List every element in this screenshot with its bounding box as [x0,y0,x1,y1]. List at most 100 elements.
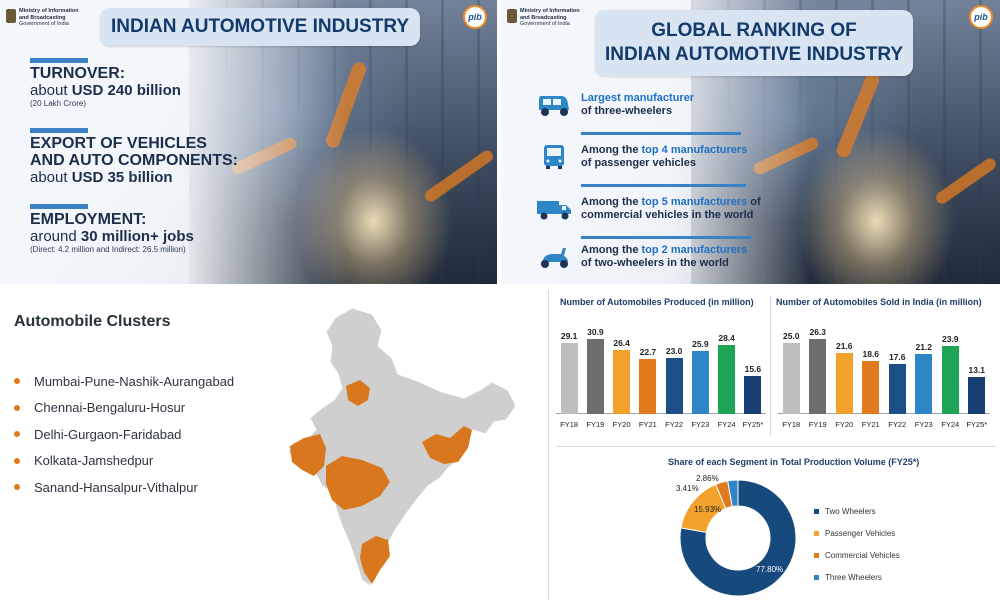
sold-value-label: 21.6 [835,340,853,351]
truck-icon [535,196,573,222]
ranking-detail: of passenger vehicles [581,157,696,169]
list-item: Sanand-Hansalpur-Vithalpur [14,474,234,501]
produced-category-label: FY22 [665,420,684,429]
produced-value-label: 23.0 [665,345,683,356]
india-map [287,307,517,587]
turnover-infographic-panel: Ministry of Information and Broadcasting… [0,0,497,284]
legend-item: Two Wheelers [814,500,900,522]
global-ranking-panel: Ministry of Information and Broadcasting… [501,0,1000,284]
produced-bar-fy18 [560,343,578,414]
sold-value-label: 26.3 [809,327,827,338]
donut-slice-two-wheelers [679,479,797,597]
sold-value-label: 25.0 [782,331,800,342]
slice-label-two-wheelers: 77.80% [756,565,784,574]
ranking-highlight: top 2 manufacturers [641,244,748,256]
legend-item: Three Wheelers [814,566,900,588]
sold-bar-fy20 [835,352,853,414]
cluster-region-chennai [360,536,390,584]
produced-value-label: 28.4 [718,332,735,343]
ranking-item: Among the top 5 manufacturers of commerc… [535,196,761,222]
sold-bar-fy18 [782,343,800,414]
produced-category-label: FY21 [638,420,657,429]
sold-value-label: 13.1 [968,364,986,375]
ministry-logo: Ministry of Information and Broadcasting… [507,8,580,28]
produced-value-label: 22.7 [639,346,657,357]
list-item: Delhi-Gurgaon-Faridabad [14,421,234,448]
ranking-highlight: top 5 manufacturers [641,196,748,208]
produced-value-label: 15.6 [744,363,762,374]
segment-share-title: Share of each Segment in Total Productio… [668,457,920,467]
government-line: Government of India [520,21,570,27]
sold-bar-fy23 [915,353,933,414]
sold-value-label: 18.6 [862,349,880,360]
sold-bar-fy25 [968,376,986,414]
pib-logo: pib [969,5,993,29]
sold-category-label: FY21 [861,420,880,429]
sold-category-label: FY24 [941,420,960,429]
scooter-icon [535,244,573,270]
emblem-icon [507,9,517,23]
legend-item: Passenger Vehicles [814,522,900,544]
stat-note: (Direct: 4.2 million and Indirect: 26.5 … [30,245,186,254]
bullet-icon [14,431,20,438]
legend-swatch [814,508,819,514]
produced-category-label: FY18 [560,420,579,429]
produced-bar-fy24 [718,344,736,414]
produced-value-label: 25.9 [692,338,709,349]
sold-value-label: 23.9 [941,334,959,345]
cluster-list: Mumbai-Pune-Nashik-Aurangabad Chennai-Be… [14,368,234,501]
produced-category-label: FY23 [691,420,710,429]
slice-label-commercial: 3.41% [676,484,699,493]
bullet-icon [14,378,20,385]
stat-label: EMPLOYMENT: [30,211,147,228]
ranking-highlight: Largest manufacturer [581,92,695,104]
produced-bar-fy20 [613,349,631,414]
produced-bar-fy21 [639,358,657,414]
sold-value-label: 21.2 [915,341,933,352]
clusters-title: Automobile Clusters [14,313,171,330]
bullet-icon [14,484,20,491]
sold-category-label: FY23 [914,420,933,429]
segment-legend: Two Wheelers Passenger Vehicles Commerci… [814,500,900,588]
bullet-icon [14,404,20,411]
ministry-logo: Ministry of Information and Broadcasting… [6,8,79,28]
produced-bar-fy22 [665,357,683,414]
sales-bar-chart: 25.0 FY18 26.3 FY19 21.6 FY20 18.6 FY21 17.6 FY22… [778,327,990,429]
produced-category-label: FY20 [612,420,631,429]
sold-bar-fy22 [888,364,906,414]
cluster-region-kolkata [422,426,472,464]
stat-value: 30 million+ jobs [80,228,194,245]
slice-label-three-wheelers: 2.86% [696,474,719,483]
auto-rickshaw-icon [535,92,573,118]
ministry-name-line1: Ministry of Information [520,8,580,14]
legend-swatch [814,530,819,536]
produced-category-label: FY25* [742,420,764,429]
sold-category-label: FY20 [835,420,854,429]
stat-label: EXPORT OF VEHICLES [30,135,207,152]
cluster-region-gujarat [290,434,326,476]
bullet-icon [14,457,20,464]
panel-title: INDIAN AUTOMOTIVE INDUSTRY [100,8,420,46]
ministry-name-line2: and Broadcasting [520,14,567,21]
turnover-stat: TURNOVER: about USD 240 billion (20 Lakh… [30,58,181,109]
ranking-item: Among the top 2 manufacturers of two-whe… [535,244,747,270]
list-item: Kolkata-Jamshedpur [14,448,234,475]
ranking-highlight: top 4 manufacturers [641,144,748,156]
sold-category-label: FY25* [966,420,988,429]
sold-category-label: FY18 [782,420,801,429]
legend-swatch [814,574,819,580]
sold-category-label: FY19 [808,420,827,429]
panel-title: GLOBAL RANKING OF INDIAN AUTOMOTIVE INDU… [595,10,913,76]
employment-stat: EMPLOYMENT: around 30 million+ jobs (Dir… [30,204,194,255]
sold-bar-fy19 [809,339,827,414]
ministry-name-line1: Ministry of Information [19,8,79,14]
list-item: Chennai-Bengaluru-Hosur [14,395,234,422]
ministry-name-line2: and Broadcasting [19,14,66,21]
sold-value-label: 17.6 [888,352,906,363]
ranking-item: Among the top 4 manufacturers of passeng… [535,144,747,170]
list-item: Mumbai-Pune-Nashik-Aurangabad [14,368,234,395]
india-outline [287,307,517,587]
stat-label: TURNOVER: [30,65,126,82]
cluster-region-maharashtra [326,456,390,510]
ranking-item: Largest manufacturer of three-wheelers [535,92,694,118]
